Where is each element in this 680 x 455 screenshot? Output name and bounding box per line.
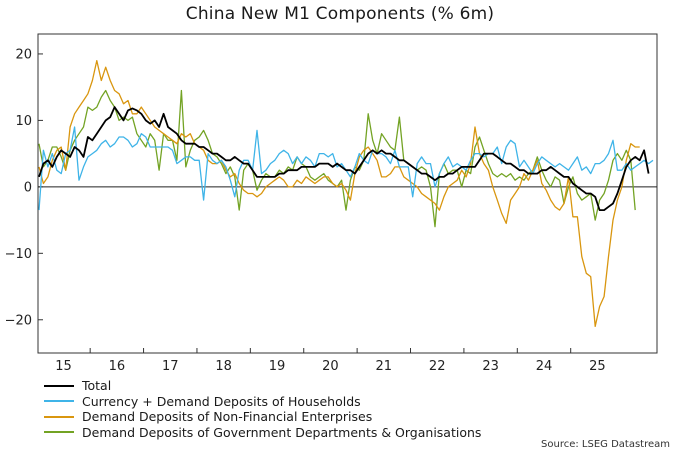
series-line-households bbox=[38, 126, 654, 211]
legend-entry: Currency + Demand Deposits of Households bbox=[44, 394, 481, 410]
plot-area bbox=[38, 59, 654, 328]
y-tick-label: 0 bbox=[24, 180, 32, 195]
legend-entry: Demand Deposits of Non-Financial Enterpr… bbox=[44, 409, 481, 425]
legend-label: Currency + Demand Deposits of Households bbox=[82, 393, 361, 409]
x-tick-label: 17 bbox=[162, 359, 179, 374]
x-tick-label: 19 bbox=[269, 359, 286, 374]
y-tick-label: −20 bbox=[5, 313, 32, 328]
legend-label: Demand Deposits of Non-Financial Enterpr… bbox=[82, 409, 373, 424]
series-line-enterprises bbox=[38, 59, 640, 328]
plot-frame bbox=[37, 33, 658, 354]
legend-swatch-government bbox=[44, 431, 74, 434]
legend-entry: Total bbox=[44, 378, 481, 394]
y-tick-label: −10 bbox=[5, 247, 32, 262]
x-tick-label: 21 bbox=[376, 359, 393, 374]
legend-entry: Demand Deposits of Government Department… bbox=[44, 425, 481, 441]
chart-title: China New M1 Components (% 6m) bbox=[185, 4, 495, 24]
x-tick-label: 16 bbox=[109, 359, 126, 374]
x-tick-label: 23 bbox=[482, 359, 499, 374]
legend-swatch-enterprises bbox=[44, 415, 74, 418]
x-tick-label: 18 bbox=[215, 359, 232, 374]
x-tick-label: 24 bbox=[536, 359, 553, 374]
x-tick-label: 20 bbox=[322, 359, 339, 374]
x-tick-label: 22 bbox=[429, 359, 446, 374]
source-note: Source: LSEG Datastream bbox=[541, 439, 670, 450]
legend-swatch-total bbox=[44, 384, 74, 387]
chart-legend: Total Currency + Demand Deposits of Hous… bbox=[44, 378, 481, 440]
legend-label: Demand Deposits of Government Department… bbox=[82, 424, 482, 440]
x-tick-label: 15 bbox=[55, 359, 72, 374]
series-line-total bbox=[38, 106, 650, 212]
y-tick-label: 10 bbox=[15, 114, 32, 129]
legend-label: Total bbox=[82, 378, 112, 393]
legend-swatch-households bbox=[44, 400, 74, 403]
y-tick-label: 20 bbox=[15, 47, 32, 62]
x-tick-label: 25 bbox=[589, 359, 606, 374]
chart-axes: −20 −10 0 10 20 15 16 17 18 19 20 21 22 23 24 25 bbox=[5, 33, 658, 374]
